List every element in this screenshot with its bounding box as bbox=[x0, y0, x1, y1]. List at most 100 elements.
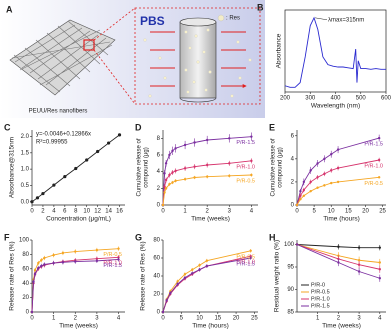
panel-letter: F bbox=[4, 232, 10, 242]
marker bbox=[40, 258, 43, 262]
marker bbox=[174, 169, 177, 173]
panel-letter: G bbox=[135, 232, 142, 242]
marker bbox=[357, 263, 361, 266]
y-axis-title: Residual weight ratio (%) bbox=[274, 240, 281, 312]
x-tick-label: 8 bbox=[74, 209, 78, 215]
marker bbox=[176, 282, 179, 286]
marker bbox=[117, 133, 122, 137]
annotation: λmax=315nm bbox=[328, 17, 364, 23]
x-tick-label: 0 bbox=[30, 316, 34, 322]
y-tick-label: 6 bbox=[291, 133, 295, 139]
marker bbox=[330, 153, 333, 156]
marker bbox=[336, 166, 340, 170]
series-label: P/R-1.0 bbox=[236, 260, 255, 266]
marker bbox=[378, 246, 381, 249]
marker bbox=[95, 259, 99, 263]
marker bbox=[183, 276, 187, 279]
marker bbox=[336, 148, 340, 151]
series-label: P/R-1.5 bbox=[103, 263, 122, 269]
marker bbox=[117, 247, 120, 250]
marker bbox=[171, 181, 174, 184]
marker bbox=[357, 259, 361, 262]
x-tick-label: 16 bbox=[116, 209, 123, 215]
x-tick-label: 10 bbox=[196, 316, 203, 322]
marker bbox=[168, 173, 171, 177]
y-tick-label: 2.0 bbox=[21, 134, 30, 140]
marker bbox=[183, 143, 187, 147]
marker bbox=[163, 191, 166, 194]
marker bbox=[378, 277, 381, 280]
marker bbox=[193, 165, 196, 168]
series-label: P/R-0.5 bbox=[236, 254, 255, 260]
x-tick-label: 4 bbox=[52, 209, 56, 215]
series-line bbox=[296, 244, 380, 263]
marker bbox=[205, 138, 209, 142]
marker bbox=[330, 169, 333, 172]
marker bbox=[323, 184, 326, 187]
marker bbox=[249, 249, 252, 252]
y-axis-title: Cumulative release of bbox=[271, 138, 277, 196]
marker bbox=[40, 264, 43, 268]
panel-a: A PBS : Res PEUU/Res nanofibers bbox=[0, 0, 265, 118]
marker bbox=[330, 181, 333, 185]
marker bbox=[43, 256, 46, 260]
x-axis-title: Wavelength (nm) bbox=[311, 103, 360, 110]
x-tick-label: 0 bbox=[30, 209, 34, 215]
x-tick-label: 3 bbox=[95, 316, 99, 322]
marker bbox=[191, 268, 194, 271]
x-axis-title: Time (hours) bbox=[192, 323, 229, 330]
x-tick-label: 5 bbox=[312, 209, 316, 215]
y-tick-label: 2 bbox=[157, 186, 161, 192]
marker bbox=[205, 163, 209, 167]
y-tick-label: 95 bbox=[287, 265, 294, 271]
legend-label: P/R-1.5 bbox=[311, 303, 330, 309]
marker bbox=[378, 261, 381, 264]
marker bbox=[198, 264, 201, 267]
marker bbox=[377, 158, 381, 162]
caption: PEUU/Res nanofibers bbox=[29, 109, 88, 115]
marker bbox=[85, 158, 89, 162]
series-label: P/R-1.0 bbox=[103, 261, 122, 267]
x-tick-label: 12 bbox=[94, 209, 101, 215]
y-tick-label: 85 bbox=[287, 310, 294, 316]
marker bbox=[117, 256, 120, 259]
series-label: P/R-1.0 bbox=[364, 163, 383, 169]
zoom-box bbox=[83, 39, 95, 51]
marker bbox=[377, 136, 381, 140]
y-tick-label: 20 bbox=[153, 292, 160, 298]
marker bbox=[336, 180, 340, 184]
y-tick-label: 8 bbox=[157, 136, 161, 142]
y-tick-label: 6 bbox=[157, 153, 161, 159]
x-tick-label: 600 bbox=[381, 96, 392, 102]
marker bbox=[33, 269, 37, 272]
annotation: R²=0.99955 bbox=[36, 140, 68, 146]
zoom-frame bbox=[134, 7, 261, 105]
marker bbox=[168, 153, 171, 157]
marker bbox=[299, 194, 302, 197]
x-tick-label: 14 bbox=[105, 209, 112, 215]
marker bbox=[357, 246, 361, 249]
x-tick-label: 0 bbox=[295, 209, 299, 215]
y-tick-label: 0.5 bbox=[21, 183, 30, 189]
x-tick-label: 10 bbox=[83, 209, 90, 215]
x-tick-label: 25 bbox=[379, 209, 386, 215]
y-tick-label: 0 bbox=[157, 203, 161, 209]
series-line bbox=[284, 16, 386, 88]
annotation-arrow bbox=[314, 17, 328, 21]
x-tick-label: 1 bbox=[183, 209, 187, 215]
series-label: P/R-0.5 bbox=[364, 181, 383, 187]
marker bbox=[169, 291, 172, 295]
marker bbox=[52, 253, 55, 257]
x-tick-label: 15 bbox=[214, 316, 221, 322]
marker bbox=[198, 268, 201, 271]
marker bbox=[337, 261, 340, 264]
marker bbox=[205, 264, 209, 268]
panel-letter: B bbox=[257, 2, 264, 12]
marker bbox=[37, 261, 40, 265]
marker bbox=[337, 257, 340, 261]
marker bbox=[163, 185, 166, 188]
zoom-lines bbox=[93, 7, 136, 105]
chart: B 200 300 400 500 600 Wavelength (nm) Absorbanc… bbox=[257, 2, 392, 109]
x-axis-title: Time (hours) bbox=[323, 216, 360, 223]
